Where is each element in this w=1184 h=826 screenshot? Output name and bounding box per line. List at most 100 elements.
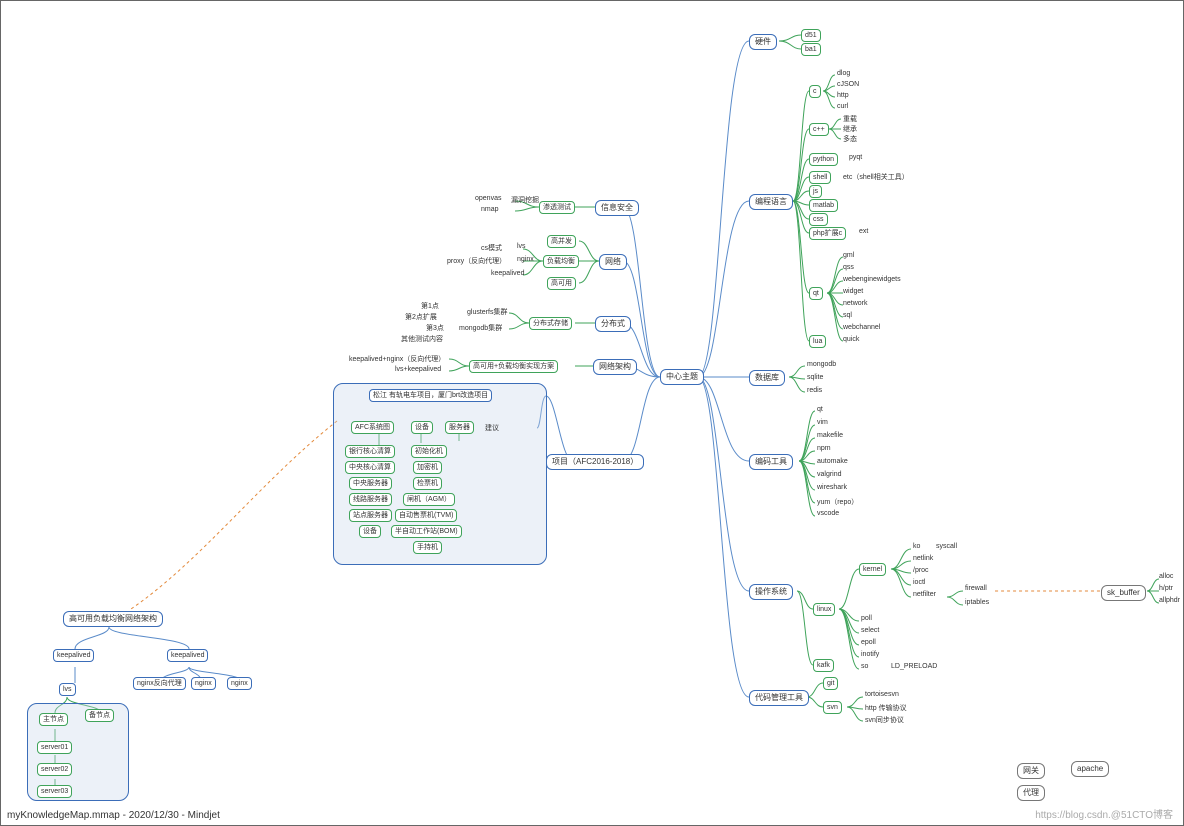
leaf: 线路服务器 bbox=[349, 493, 392, 506]
leaf-phpex: php扩展c bbox=[809, 227, 846, 240]
leaf-css: css bbox=[809, 213, 828, 226]
leaf: 重载 bbox=[843, 114, 857, 124]
leaf: quick bbox=[843, 336, 859, 343]
leaf: iptables bbox=[965, 599, 989, 606]
leaf: syscall bbox=[936, 543, 957, 550]
leaf: widget bbox=[843, 288, 863, 295]
leaf: /proc bbox=[913, 567, 929, 574]
leaf: inotify bbox=[861, 651, 879, 658]
leaf-lua: lua bbox=[809, 335, 826, 348]
leaf: redis bbox=[807, 387, 822, 394]
leaf: glusterfs集群 bbox=[467, 307, 507, 317]
leaf: netlink bbox=[913, 555, 933, 562]
leaf: 渗透测试 bbox=[539, 201, 575, 214]
leaf: 第3点 bbox=[426, 323, 444, 333]
leaf: server02 bbox=[37, 763, 72, 776]
branch-dist[interactable]: 分布式 bbox=[595, 316, 631, 332]
leaf: 建议 bbox=[485, 423, 499, 433]
floater-apache[interactable]: apache bbox=[1071, 761, 1109, 777]
leaf: firewall bbox=[965, 585, 987, 592]
leaf: 银行核心清算 bbox=[345, 445, 395, 458]
leaf: curl bbox=[837, 103, 848, 110]
leaf-shell: shell bbox=[809, 171, 831, 184]
leaf: 第2点扩展 bbox=[405, 312, 437, 322]
branch-security[interactable]: 信息安全 bbox=[595, 200, 639, 216]
leaf-js: js bbox=[809, 185, 822, 198]
branch-project[interactable]: 项目（AFC2016-2018） bbox=[546, 454, 644, 470]
leaf: 继承 bbox=[843, 124, 857, 134]
leaf: alloc bbox=[1159, 573, 1173, 580]
leaf: ba1 bbox=[801, 43, 821, 56]
leaf-linux: linux bbox=[813, 603, 835, 616]
leaf: lvs bbox=[517, 243, 526, 250]
leaf: mongodb bbox=[807, 361, 836, 368]
leaf-git: git bbox=[823, 677, 838, 690]
leaf: cs模式 bbox=[481, 243, 502, 253]
branch-lang[interactable]: 编程语言 bbox=[749, 194, 793, 210]
leaf-kernel: kernel bbox=[859, 563, 886, 576]
leaf: 站点服务器 bbox=[349, 509, 392, 522]
leaf: yum（repo） bbox=[817, 497, 858, 507]
leaf-c: c bbox=[809, 85, 821, 98]
leaf: nginx bbox=[191, 677, 216, 690]
leaf: 中央核心清算 bbox=[345, 461, 395, 474]
ha-title[interactable]: 高可用负载均衡网络架构 bbox=[63, 611, 163, 627]
leaf: sql bbox=[843, 312, 852, 319]
leaf: allphdr bbox=[1159, 597, 1180, 604]
leaf[interactable]: AFC系统图 bbox=[351, 421, 394, 434]
leaf: 负载均衡 bbox=[543, 255, 579, 268]
leaf: ioctl bbox=[913, 579, 925, 586]
branch-vcs[interactable]: 代码管理工具 bbox=[749, 690, 809, 706]
leaf: select bbox=[861, 627, 879, 634]
leaf: network bbox=[843, 300, 868, 307]
leaf: 漏洞挖掘 bbox=[511, 195, 539, 205]
floater-gateway[interactable]: 网关 bbox=[1017, 763, 1045, 779]
leaf-python: python bbox=[809, 153, 838, 166]
leaf-qt: qt bbox=[809, 287, 823, 300]
leaf: qss bbox=[843, 264, 854, 271]
leaf: automake bbox=[817, 458, 848, 465]
leaf: 其他测试内容 bbox=[401, 334, 443, 344]
leaf: nginx反向代理 bbox=[133, 677, 186, 690]
leaf: so bbox=[861, 663, 868, 670]
watermark: https://blog.csdn.@51CTO博客 bbox=[1035, 806, 1173, 821]
branch-buildtool[interactable]: 编码工具 bbox=[749, 454, 793, 470]
leaf: 高可用 bbox=[547, 277, 576, 290]
leaf: server03 bbox=[37, 785, 72, 798]
branch-os[interactable]: 操作系统 bbox=[749, 584, 793, 600]
leaf: keepalived bbox=[491, 270, 524, 277]
leaf: d51 bbox=[801, 29, 821, 42]
leaf: 闸机（AGM） bbox=[403, 493, 455, 506]
leaf-keepalived-r: keepalived bbox=[167, 649, 208, 662]
leaf: tortoisesvn bbox=[865, 691, 899, 698]
leaf: server01 bbox=[37, 741, 72, 754]
leaf: proxy（反向代理） bbox=[447, 256, 506, 266]
center-topic[interactable]: 中心主题 bbox=[660, 369, 704, 385]
leaf-main: 主节点 bbox=[39, 713, 68, 726]
leaf: http bbox=[837, 92, 849, 99]
leaf: vscode bbox=[817, 510, 839, 517]
branch-arch[interactable]: 网络架构 bbox=[593, 359, 637, 375]
leaf: 加密机 bbox=[413, 461, 442, 474]
leaf: webchannel bbox=[843, 324, 880, 331]
leaf: wireshark bbox=[817, 484, 847, 491]
leaf: svn同步协议 bbox=[865, 715, 904, 725]
leaf: dlog bbox=[837, 70, 850, 77]
node-skbuffer[interactable]: sk_buffer bbox=[1101, 585, 1146, 601]
leaf: 半自动工作站(BOM) bbox=[391, 525, 462, 538]
leaf: 中央服务器 bbox=[349, 477, 392, 490]
leaf: qt bbox=[817, 406, 823, 413]
leaf: ko bbox=[913, 543, 920, 550]
leaf: 检票机 bbox=[413, 477, 442, 490]
leaf: makefile bbox=[817, 432, 843, 439]
branch-db[interactable]: 数据库 bbox=[749, 370, 785, 386]
leaf: epoll bbox=[861, 639, 876, 646]
leaf[interactable]: 设备 bbox=[411, 421, 433, 434]
branch-hardware[interactable]: 硬件 bbox=[749, 34, 777, 50]
leaf: lvs+keepalived bbox=[395, 366, 441, 373]
branch-network[interactable]: 网络 bbox=[599, 254, 627, 270]
leaf[interactable]: 服务器 bbox=[445, 421, 474, 434]
floater-proxy[interactable]: 代理 bbox=[1017, 785, 1045, 801]
leaf: nmap bbox=[481, 206, 499, 213]
leaf-backup: 备节点 bbox=[85, 709, 114, 722]
